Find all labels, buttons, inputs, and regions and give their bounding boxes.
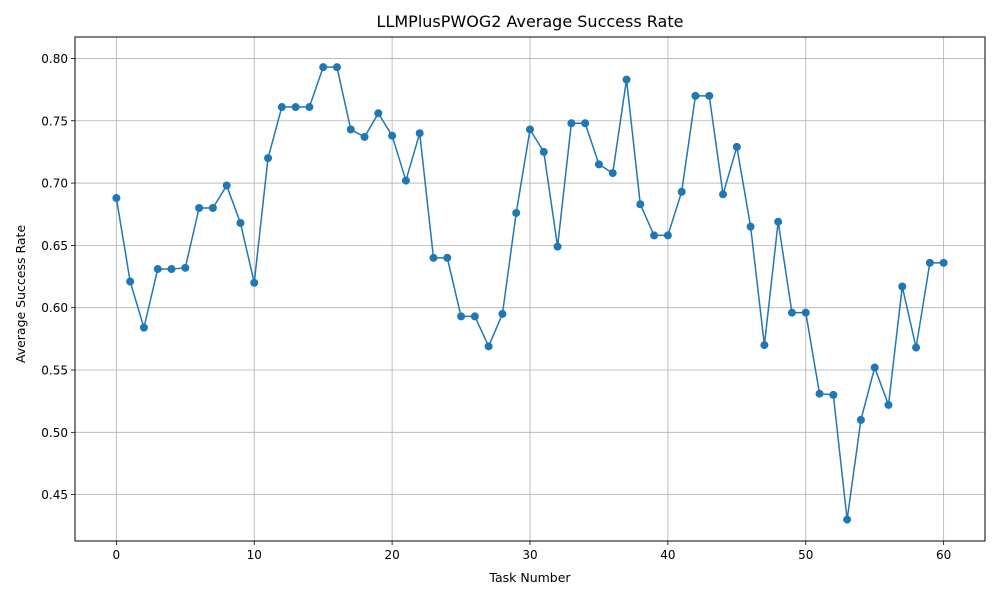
- data-point: [939, 258, 948, 267]
- data-point: [760, 341, 769, 350]
- data-point: [539, 147, 548, 156]
- data-point: [250, 278, 259, 287]
- data-point: [305, 103, 314, 112]
- y-tick-label: 0.75: [41, 114, 68, 128]
- data-point: [415, 129, 424, 138]
- data-point: [374, 109, 383, 118]
- data-point: [691, 91, 700, 100]
- data-point: [470, 312, 479, 321]
- data-point: [332, 63, 341, 72]
- data-point: [139, 323, 148, 332]
- data-point: [567, 119, 576, 128]
- x-tick-label: 0: [113, 548, 121, 562]
- data-point: [829, 390, 838, 399]
- data-point: [512, 208, 521, 217]
- data-point: [581, 119, 590, 128]
- data-point: [429, 253, 438, 262]
- data-point: [360, 132, 369, 141]
- data-point: [401, 176, 410, 185]
- axis-ticks: 0 10 20 30 40 50 60 0.45 0.50 0.55 0.60 0.65 0.70 0.7…: [41, 52, 951, 562]
- y-tick-label: 0.70: [41, 177, 68, 191]
- data-point: [277, 103, 286, 112]
- y-axis-label: Average Success Rate: [13, 225, 28, 364]
- data-point: [167, 265, 176, 274]
- data-point: [346, 125, 355, 134]
- data-point: [608, 169, 617, 178]
- data-point: [153, 265, 162, 274]
- data-point: [650, 231, 659, 240]
- x-axis-label: Task Number: [488, 570, 571, 585]
- data-point: [112, 194, 121, 203]
- data-point: [815, 389, 824, 398]
- data-point: [181, 263, 190, 272]
- data-point: [843, 515, 852, 524]
- grid-lines: [75, 37, 985, 541]
- data-point: [222, 181, 231, 190]
- data-point: [636, 200, 645, 209]
- data-point: [801, 308, 810, 317]
- data-point: [663, 231, 672, 240]
- data-point: [319, 63, 328, 72]
- chart-title: LLMPlusPWOG2 Average Success Rate: [377, 12, 684, 31]
- x-tick-label: 20: [384, 548, 399, 562]
- y-tick-label: 0.50: [41, 426, 68, 440]
- data-point: [388, 131, 397, 140]
- data-point: [912, 343, 921, 352]
- data-series: [112, 63, 948, 524]
- y-tick-label: 0.55: [41, 364, 68, 378]
- data-point: [746, 222, 755, 231]
- x-tick-label: 30: [522, 548, 537, 562]
- data-point: [594, 160, 603, 169]
- data-point: [677, 187, 686, 196]
- x-tick-label: 60: [936, 548, 951, 562]
- data-point: [484, 342, 493, 351]
- data-point: [925, 258, 934, 267]
- data-point: [291, 103, 300, 112]
- data-point: [457, 312, 466, 321]
- data-point: [443, 253, 452, 262]
- y-tick-label: 0.45: [41, 488, 68, 502]
- y-tick-label: 0.80: [41, 52, 68, 66]
- data-point: [498, 309, 507, 318]
- data-point: [774, 217, 783, 226]
- data-point: [195, 203, 204, 212]
- data-point: [208, 203, 217, 212]
- data-point: [732, 142, 741, 151]
- data-point: [787, 308, 796, 317]
- data-point: [553, 242, 562, 251]
- y-tick-label: 0.60: [41, 301, 68, 315]
- data-point: [236, 218, 245, 227]
- data-point: [705, 91, 714, 100]
- x-tick-label: 40: [660, 548, 675, 562]
- x-tick-label: 10: [247, 548, 262, 562]
- x-tick-label: 50: [798, 548, 813, 562]
- data-point: [719, 190, 728, 199]
- data-point: [526, 125, 534, 134]
- data-point: [622, 75, 631, 84]
- data-point: [898, 282, 907, 291]
- plot-area-frame: [74, 36, 986, 542]
- data-point: [870, 363, 879, 372]
- data-point: [126, 277, 135, 286]
- data-point: [884, 400, 893, 409]
- data-point: [856, 415, 865, 424]
- y-tick-label: 0.65: [41, 239, 68, 253]
- data-point: [264, 154, 273, 163]
